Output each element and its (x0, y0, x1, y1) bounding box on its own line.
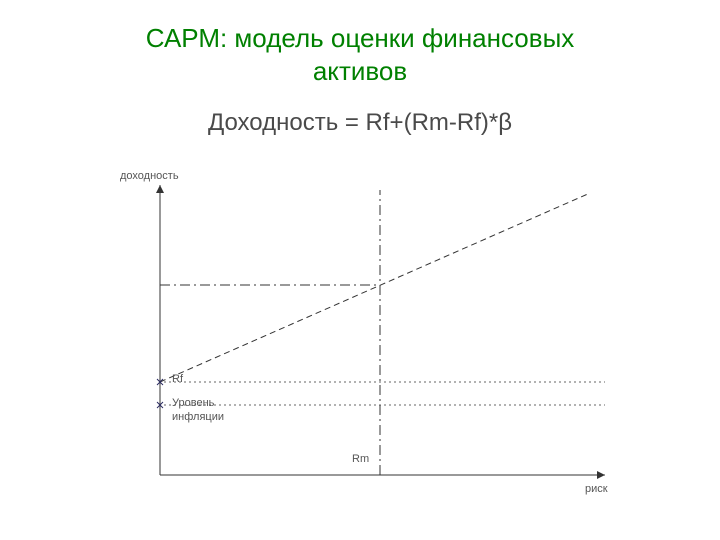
inflation-label-l1: Уровень (172, 397, 214, 409)
rm-label: Rm (352, 453, 369, 465)
title-line1: САРМ: модель оценки финансовых (146, 23, 575, 53)
capm-formula: Доходность = Rf+(Rm-Rf)*β (0, 109, 720, 137)
page-title: САРМ: модель оценки финансовых активов (0, 0, 720, 87)
chart-svg (130, 175, 630, 505)
y-axis-label: доходность (120, 170, 179, 182)
rf-label: Rf (172, 373, 183, 385)
x-axis-label: риск (585, 483, 608, 495)
capm-chart: доходность риск Rf Уровень инфляции Rm (130, 175, 630, 505)
title-line2: активов (313, 56, 407, 86)
inflation-label-l2: инфляции (172, 411, 224, 423)
